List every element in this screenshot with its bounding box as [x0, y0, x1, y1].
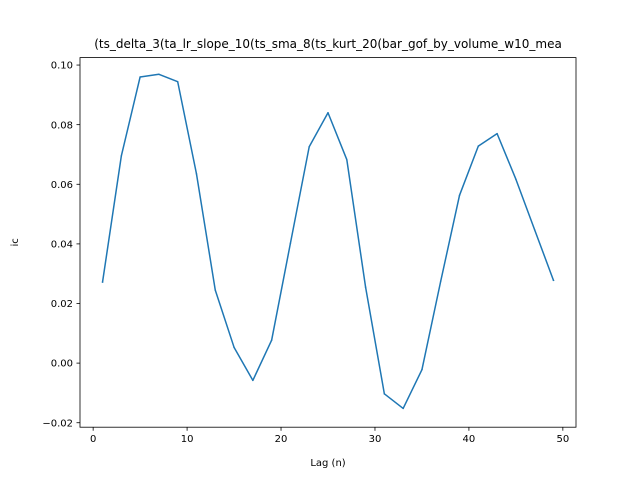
data-point	[270, 339, 273, 341]
data-point	[176, 80, 179, 83]
data-point	[533, 229, 536, 231]
data-point	[252, 379, 254, 382]
y-tick-label: 0.04	[51, 239, 73, 250]
data-point	[364, 286, 367, 288]
x-tick-label: 40	[463, 434, 476, 445]
data-point	[327, 111, 329, 114]
data-point	[289, 242, 292, 245]
data-point	[458, 194, 461, 197]
plot-area-frame	[79, 57, 577, 428]
y-tick-label: −0.02	[42, 418, 73, 429]
x-tick-label: 0	[90, 434, 96, 445]
y-axis-label: ic	[10, 238, 21, 246]
y-axis-ticks: −0.02 0.00 0.02 0.04 0.06 0.08 0.10	[42, 61, 80, 429]
data-point	[496, 132, 498, 135]
x-tick-label: 20	[275, 434, 288, 445]
data-point	[346, 158, 348, 161]
x-axis-label: Lag (n)	[310, 458, 345, 469]
x-axis-ticks: 0 10 20 30 40 50	[90, 427, 569, 445]
data-point	[308, 145, 310, 148]
data-point	[552, 279, 555, 281]
chart-title: (ts_delta_3(ta_lr_slope_10(ts_sma_8(ts_k…	[94, 37, 562, 51]
y-tick-label: 0.08	[51, 120, 73, 131]
x-tick-label: 10	[181, 434, 194, 445]
data-point	[477, 145, 480, 147]
data-point	[383, 393, 386, 395]
data-point	[515, 178, 517, 180]
data-point	[139, 76, 141, 78]
data-point	[158, 73, 160, 76]
data-point	[421, 368, 423, 371]
data-point	[233, 346, 235, 349]
y-tick-label: 0.10	[51, 61, 73, 72]
x-tick-label: 30	[369, 434, 382, 445]
y-tick-label: 0.06	[51, 180, 73, 191]
x-tick-label: 50	[556, 434, 569, 445]
data-point	[439, 280, 442, 282]
data-point	[402, 407, 404, 410]
data-point	[195, 173, 198, 175]
data-point	[101, 281, 104, 283]
y-tick-label: 0.00	[51, 359, 73, 370]
data-point	[120, 155, 123, 157]
plot-series	[101, 73, 555, 410]
y-tick-label: 0.02	[51, 299, 73, 310]
data-point	[214, 289, 217, 291]
